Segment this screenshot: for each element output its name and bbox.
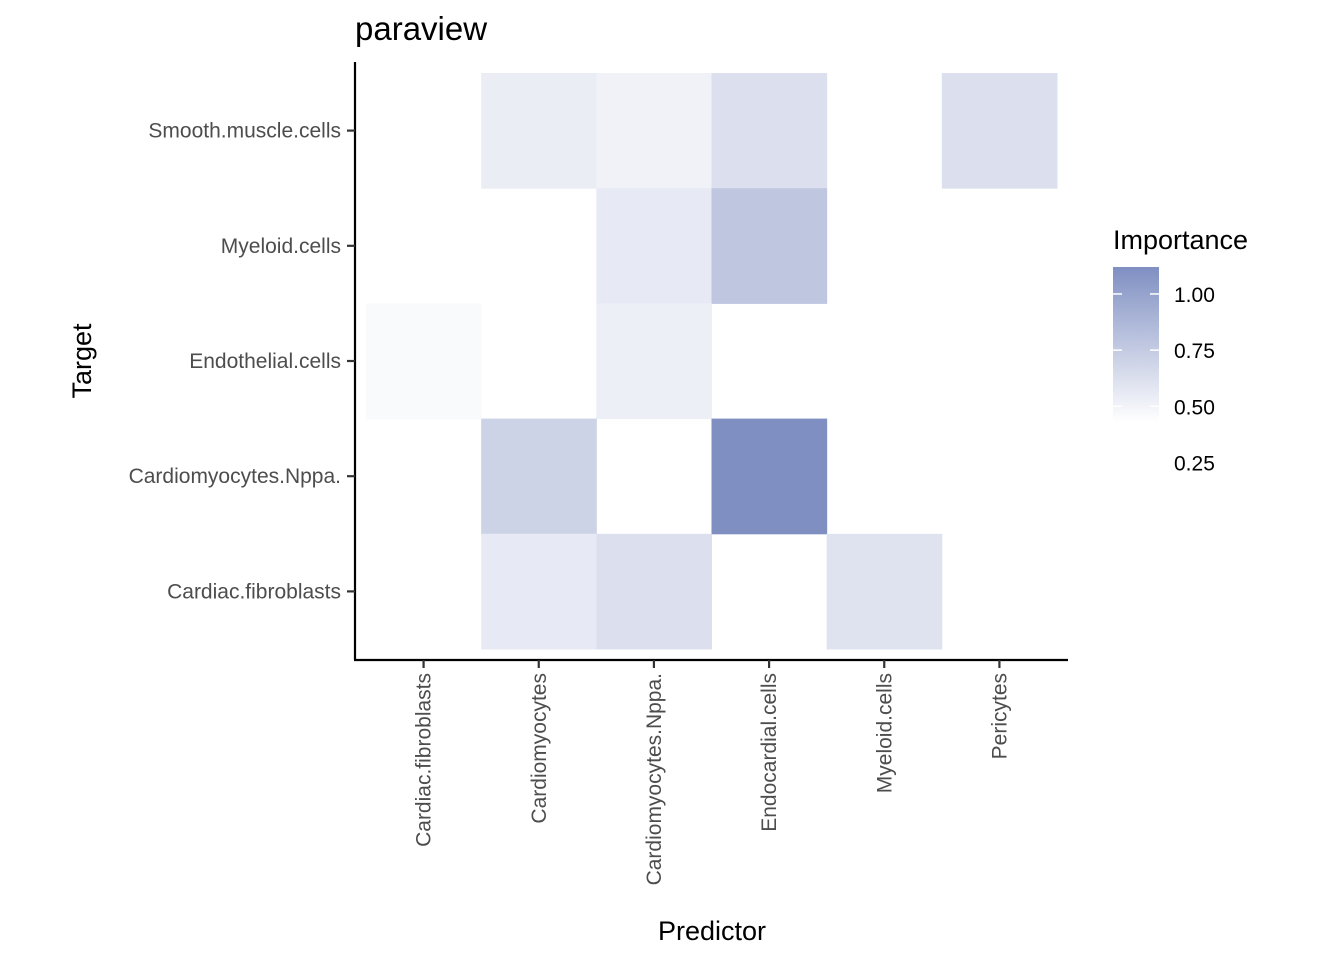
legend-tick-label: 1.00	[1174, 284, 1215, 307]
legend-tick-label: 0.25	[1174, 452, 1215, 475]
heatmap-cell	[596, 188, 712, 304]
legend-ticks: 1.00 0.75 0.50 0.25	[1113, 284, 1215, 475]
y-tick-label: Myeloid.cells	[221, 235, 341, 258]
heatmap-cell	[481, 533, 597, 650]
x-tick-label: Cardiomyocytes	[528, 673, 551, 824]
heatmap-cell	[481, 418, 597, 535]
heatmap-cell	[596, 73, 712, 189]
legend-title: Importance	[1113, 225, 1248, 255]
heatmap-cell	[711, 418, 828, 535]
heatmap-cell	[481, 73, 597, 189]
x-axis-ticks: Cardiac.fibroblasts Cardiomyocytes Cardiom…	[413, 660, 1011, 885]
chart-title: paraview	[355, 10, 487, 47]
legend-colorbar	[1113, 267, 1159, 422]
x-tick-label: Pericytes	[988, 673, 1011, 759]
legend-tick-label: 0.75	[1174, 340, 1215, 363]
heatmap-cell	[711, 188, 828, 304]
legend: Importance 1.00 0.75 0.50 0.25	[1113, 225, 1248, 475]
x-tick-label: Cardiomyocytes.Nppa.	[643, 673, 666, 885]
heatmap-cell	[941, 73, 1058, 189]
x-tick-label: Myeloid.cells	[873, 673, 896, 793]
x-tick-label: Cardiac.fibroblasts	[413, 673, 436, 847]
x-tick-label: Endocardial.cells	[758, 673, 781, 832]
heatmap-cell	[711, 73, 828, 189]
legend-tick-label: 0.50	[1174, 396, 1215, 419]
heatmap-cell	[826, 533, 943, 650]
y-tick-label: Cardiomyocytes.Nppa.	[129, 465, 341, 488]
y-tick-label: Endothelial.cells	[189, 350, 341, 373]
y-tick-label: Cardiac.fibroblasts	[167, 580, 341, 603]
y-axis-ticks: Cardiac.fibroblasts Cardiomyocytes.Nppa. E…	[129, 120, 355, 603]
heatmap-cell	[596, 303, 712, 420]
x-axis-title: Predictor	[658, 916, 766, 946]
heatmap-cell	[366, 303, 482, 420]
y-axis-title: Target	[67, 323, 97, 399]
heatmap-cells	[366, 73, 1058, 650]
y-tick-label: Smooth.muscle.cells	[148, 120, 341, 143]
heatmap-cell	[596, 533, 712, 650]
